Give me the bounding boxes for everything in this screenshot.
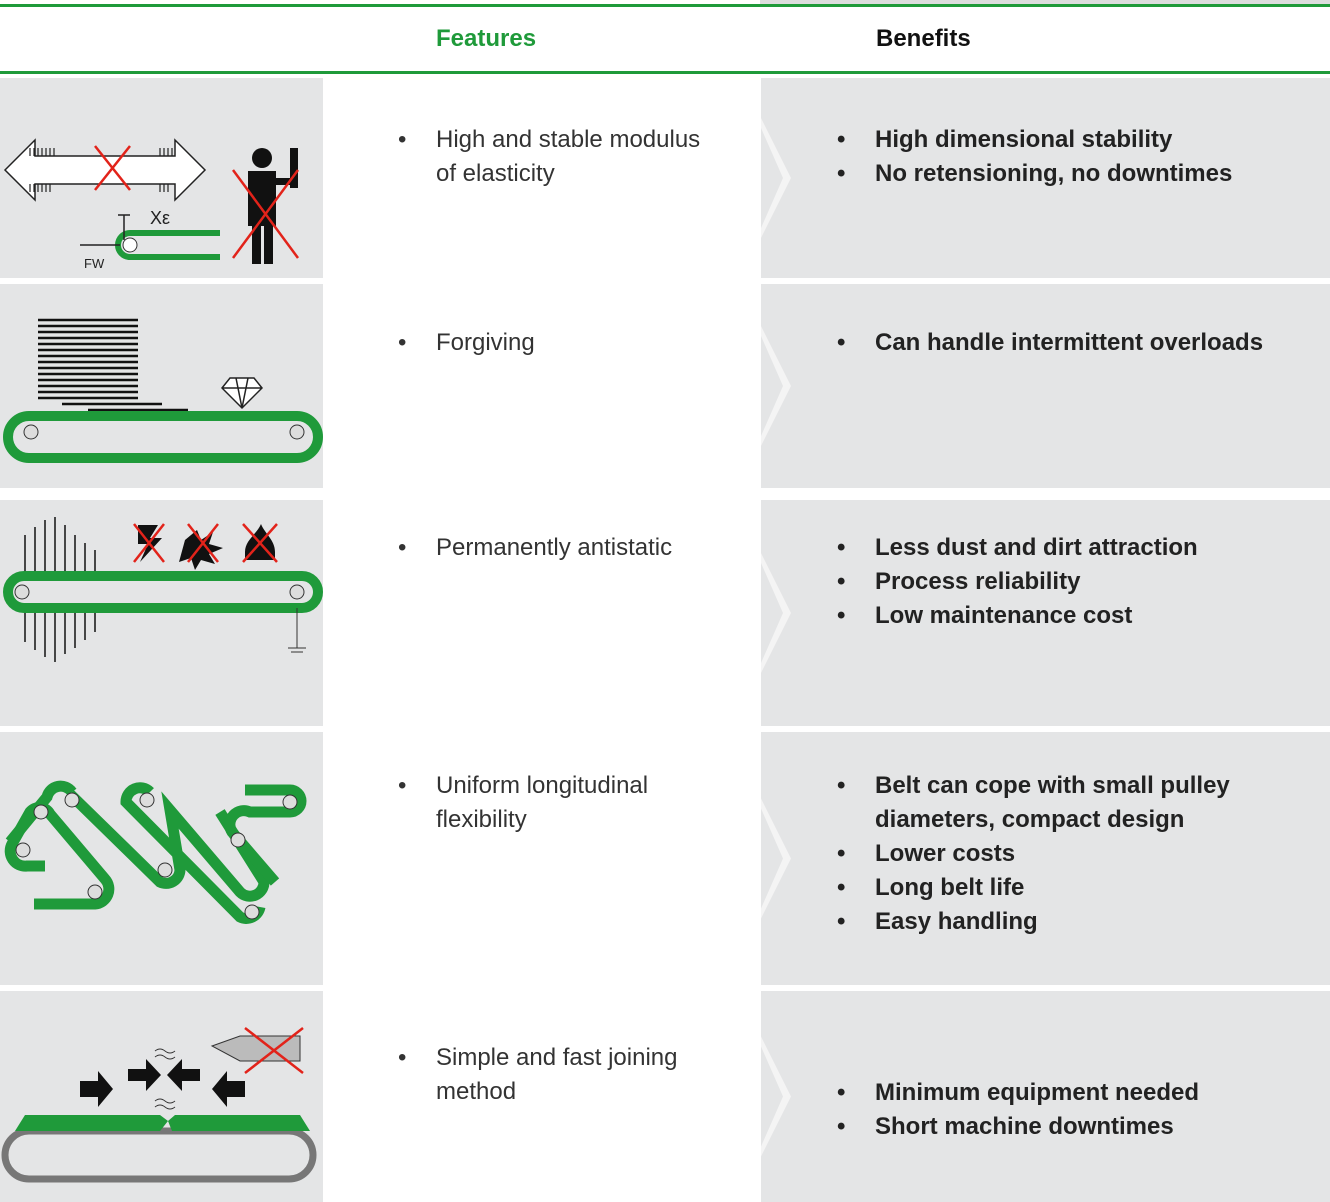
features-header: Features bbox=[436, 25, 537, 52]
benefit-item: No retensioning, no downtimes bbox=[837, 157, 1325, 191]
features-list: Permanently antistatic bbox=[398, 531, 726, 565]
image-cell bbox=[0, 732, 323, 985]
icon-joining bbox=[1, 1027, 317, 1183]
chevron bbox=[761, 553, 791, 673]
image-cell bbox=[0, 991, 323, 1202]
chevron bbox=[761, 326, 791, 446]
top-bar bbox=[760, 0, 1330, 4]
benefit-item: Short machine downtimes bbox=[837, 1110, 1325, 1144]
feature-item: Forgiving bbox=[398, 326, 726, 360]
chevron bbox=[761, 798, 791, 919]
benefits-list: Can handle intermittent overloads bbox=[837, 326, 1325, 360]
features-list: Simple and fast joining method bbox=[398, 1041, 726, 1109]
header-rule bbox=[0, 71, 1330, 74]
icon-label: Xε bbox=[150, 208, 170, 228]
icon-label: FW bbox=[84, 256, 105, 271]
chevron bbox=[761, 118, 791, 238]
chevron bbox=[761, 1036, 791, 1157]
icon-antistatic bbox=[3, 517, 323, 662]
benefits-cell bbox=[761, 284, 1330, 488]
icon-forgiving bbox=[3, 318, 323, 463]
benefit-item: Process reliability bbox=[837, 565, 1325, 599]
feature-item: Uniform longitudinal flexibility bbox=[398, 769, 726, 837]
benefits-list: Belt can cope with small pulley diameter… bbox=[837, 769, 1325, 939]
benefit-item: Low maintenance cost bbox=[837, 599, 1325, 633]
feature-item: Permanently antistatic bbox=[398, 531, 726, 565]
benefit-item: Easy handling bbox=[837, 905, 1325, 939]
benefit-item: High dimensional stability bbox=[837, 123, 1325, 157]
benefit-item: Minimum equipment needed bbox=[837, 1076, 1325, 1110]
top-rule bbox=[0, 4, 1330, 7]
benefits-list: Minimum equipment neededShort machine do… bbox=[837, 1076, 1325, 1144]
benefit-item: Lower costs bbox=[837, 837, 1325, 871]
benefit-item: Can handle intermittent overloads bbox=[837, 326, 1325, 360]
benefits-header: Benefits bbox=[876, 25, 971, 52]
benefits-list: High dimensional stabilityNo retensionin… bbox=[837, 123, 1325, 191]
icon-elasticity: Xε FW bbox=[3, 138, 300, 271]
features-list: High and stable modulus of elasticity bbox=[398, 123, 726, 191]
features-list: Uniform longitudinal flexibility bbox=[398, 769, 726, 837]
feature-item: Simple and fast joining method bbox=[398, 1041, 726, 1109]
icon-flexibility bbox=[4, 780, 307, 924]
features-list: Forgiving bbox=[398, 326, 726, 360]
benefit-item: Belt can cope with small pulley diameter… bbox=[837, 769, 1325, 837]
feature-item: High and stable modulus of elasticity bbox=[398, 123, 726, 191]
benefit-item: Long belt life bbox=[837, 871, 1325, 905]
benefit-item: Less dust and dirt attraction bbox=[837, 531, 1325, 565]
benefits-list: Less dust and dirt attractionProcess rel… bbox=[837, 531, 1325, 633]
